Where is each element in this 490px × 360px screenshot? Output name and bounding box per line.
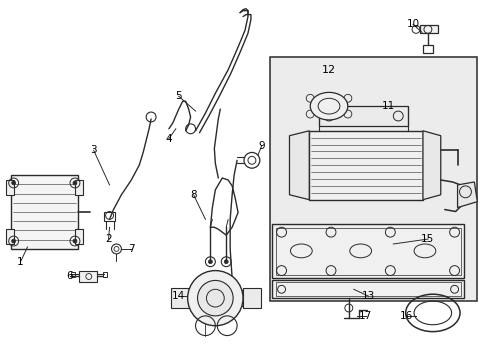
Bar (171, 288, 189, 308)
Circle shape (12, 181, 16, 185)
Bar (276, 282, 461, 296)
Text: 11: 11 (382, 101, 395, 111)
Bar (319, 106, 408, 126)
Text: 16: 16 (399, 311, 413, 321)
Bar (309, 131, 423, 200)
Bar (79, 271, 97, 282)
Bar (102, 271, 107, 278)
Bar (71, 271, 75, 278)
Bar (75, 180, 83, 195)
Text: 6: 6 (67, 271, 74, 282)
Bar (270, 57, 477, 301)
Text: 3: 3 (91, 145, 97, 156)
Polygon shape (290, 131, 309, 200)
Text: 9: 9 (259, 140, 265, 150)
Circle shape (73, 181, 77, 185)
Text: 15: 15 (421, 234, 435, 244)
Ellipse shape (310, 93, 348, 120)
Bar (6, 180, 14, 195)
Bar (420, 26, 438, 33)
Text: 12: 12 (322, 65, 336, 75)
Bar (271, 224, 465, 278)
Bar (6, 229, 14, 244)
Bar (11, 175, 78, 249)
Text: 13: 13 (362, 291, 375, 301)
Bar (271, 280, 465, 298)
Circle shape (224, 260, 228, 264)
Bar (103, 212, 116, 221)
Text: 7: 7 (128, 244, 135, 254)
Text: 10: 10 (407, 19, 419, 30)
Bar (75, 229, 83, 244)
Bar (186, 290, 245, 306)
Bar (423, 45, 433, 53)
Polygon shape (423, 131, 441, 200)
Text: 4: 4 (166, 134, 172, 144)
Text: 17: 17 (359, 311, 372, 321)
Circle shape (73, 239, 77, 243)
Text: 14: 14 (172, 291, 185, 301)
Text: 5: 5 (175, 91, 182, 101)
Circle shape (12, 239, 16, 243)
Circle shape (208, 260, 212, 264)
Bar (243, 288, 261, 308)
Circle shape (197, 280, 233, 316)
Circle shape (188, 271, 243, 326)
Text: 1: 1 (17, 257, 24, 267)
Polygon shape (458, 182, 477, 208)
Text: 2: 2 (105, 234, 112, 244)
Bar (276, 228, 461, 275)
Text: 8: 8 (190, 190, 197, 200)
